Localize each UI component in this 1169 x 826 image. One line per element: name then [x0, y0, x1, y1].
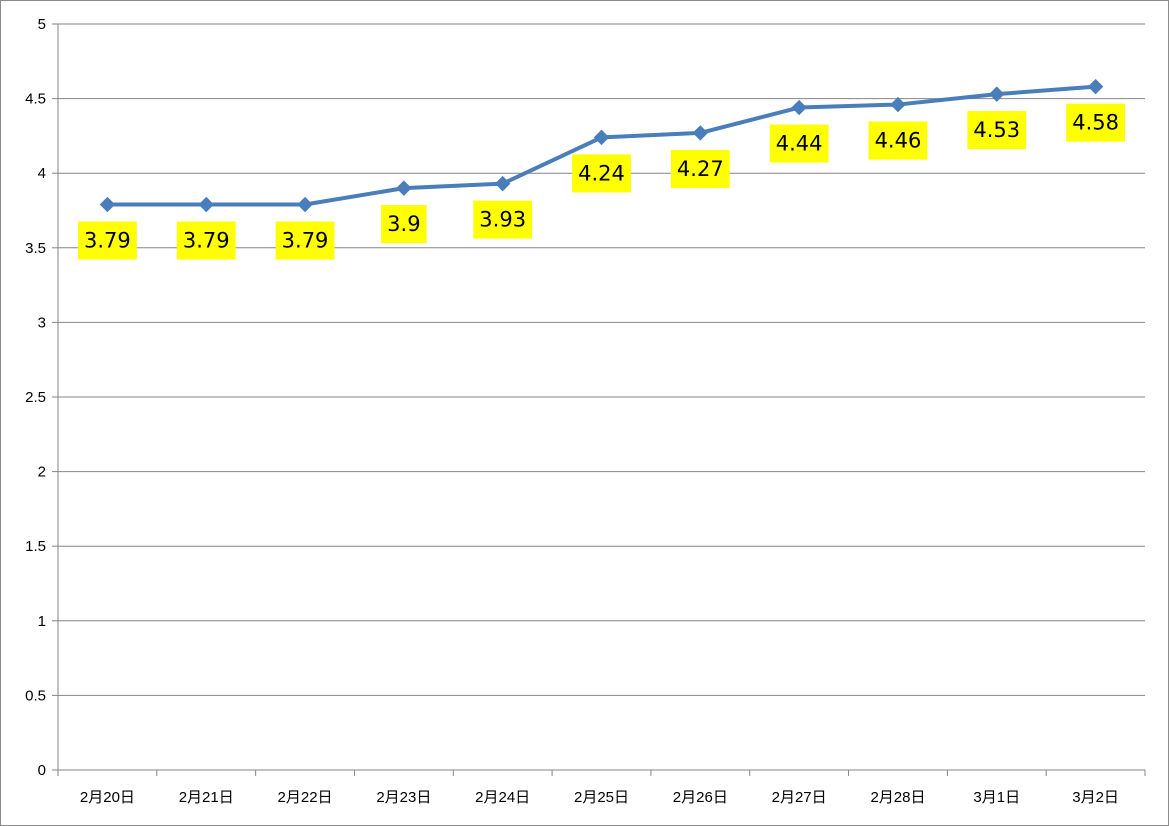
- data-label: 3.79: [78, 221, 137, 260]
- data-label-text: 4.27: [677, 157, 724, 181]
- data-label-background: [868, 121, 928, 160]
- data-label: 4.46: [868, 121, 928, 160]
- x-tick-label: 2月20日: [80, 789, 135, 806]
- data-label: 4.53: [967, 111, 1027, 150]
- y-tick-label: 2: [38, 464, 46, 481]
- data-point-marker: [692, 125, 709, 141]
- data-label-background: [78, 221, 137, 260]
- data-label-background: [381, 205, 427, 244]
- y-tick-label: 2.5: [25, 389, 46, 406]
- data-point-marker: [396, 180, 412, 196]
- data-label-background: [670, 149, 730, 188]
- data-label-text: 4.58: [1072, 111, 1119, 135]
- x-axis-tick-labels: 2月20日 2月21日 2月22日 2月23日 2月24日 2月25日 2月26日 2月27日…: [80, 789, 1119, 806]
- data-labels: 3.79 3.79 3.79 3.9 3.93 4.24 4.27 4.44 4.46 4.53 4…: [78, 103, 1125, 260]
- axes: [52, 23, 1146, 776]
- x-tick-label: 2月27日: [772, 789, 827, 806]
- x-tick-label: 2月21日: [179, 789, 234, 806]
- data-label: 4.24: [572, 154, 631, 193]
- data-label-background: [275, 221, 335, 260]
- data-label-text: 3.79: [183, 229, 230, 253]
- data-label-text: 3.79: [84, 229, 131, 253]
- data-point-marker: [99, 196, 116, 213]
- data-point-marker: [989, 86, 1005, 102]
- data-label-text: 4.46: [875, 129, 922, 153]
- y-tick-label: 3: [38, 314, 46, 331]
- data-label-background: [967, 111, 1027, 150]
- data-label: 3.79: [176, 221, 236, 260]
- data-label-background: [769, 124, 829, 163]
- x-tick-label: 2月26日: [673, 789, 728, 806]
- x-tick-label: 3月2日: [1072, 789, 1119, 806]
- y-tick-label: 0.5: [25, 687, 46, 704]
- data-label-text: 3.9: [387, 212, 420, 236]
- data-label: 4.44: [769, 124, 829, 163]
- data-label: 3.93: [473, 200, 533, 239]
- y-tick-label: 4: [38, 165, 46, 182]
- gridlines: [58, 23, 1145, 696]
- data-point-marker: [297, 196, 313, 213]
- data-label: 3.9: [381, 205, 427, 244]
- data-point-marker: [1087, 78, 1104, 95]
- data-point-marker: [593, 129, 610, 146]
- data-label: 4.27: [670, 149, 730, 188]
- y-axis-tick-labels: 0 0.5 1 1.5 2 2.5 3 3.5 4 4.5 5: [25, 16, 46, 779]
- data-point-marker: [198, 196, 214, 213]
- y-tick-label: 0: [38, 762, 46, 779]
- data-label-text: 3.93: [479, 208, 526, 232]
- data-label-text: 4.44: [776, 132, 823, 156]
- data-point-marker: [791, 99, 807, 116]
- data-point-marker: [890, 96, 906, 113]
- data-label-text: 4.24: [578, 161, 625, 185]
- data-label-background: [572, 154, 631, 193]
- x-tick-label: 2月24日: [475, 789, 530, 806]
- x-tick-label: 2月25日: [574, 789, 629, 806]
- y-tick-label: 4.5: [25, 91, 46, 108]
- data-point-marker: [494, 175, 511, 192]
- x-tick-label: 2月23日: [376, 789, 431, 806]
- data-label-text: 4.53: [973, 118, 1020, 142]
- y-tick-label: 1.5: [25, 538, 46, 555]
- data-label: 3.79: [275, 221, 335, 260]
- x-tick-label: 2月22日: [278, 789, 333, 806]
- y-tick-label: 1: [38, 613, 46, 630]
- data-label: 4.58: [1066, 103, 1125, 142]
- x-tick-label: 2月28日: [870, 789, 925, 806]
- series-markers: [99, 78, 1104, 213]
- data-label-text: 3.79: [282, 229, 329, 253]
- data-label-background: [473, 200, 533, 239]
- y-tick-label: 3.5: [25, 240, 46, 257]
- data-label-background: [176, 221, 236, 260]
- data-label-background: [1066, 103, 1125, 142]
- x-tick-label: 3月1日: [973, 789, 1020, 806]
- y-tick-label: 5: [38, 16, 46, 33]
